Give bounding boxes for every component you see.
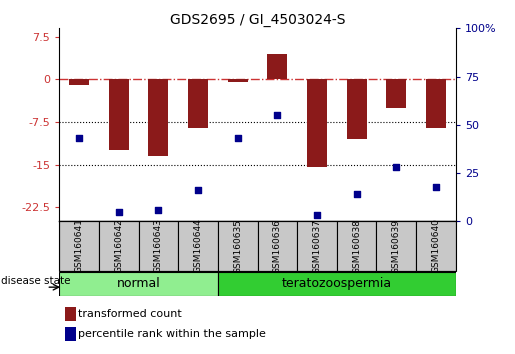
Bar <box>139 221 178 271</box>
Text: GSM160643: GSM160643 <box>154 218 163 274</box>
Bar <box>69 79 89 85</box>
Text: normal: normal <box>117 277 160 290</box>
Text: GSM160640: GSM160640 <box>432 218 440 274</box>
Text: GSM160639: GSM160639 <box>392 218 401 274</box>
Point <box>313 213 321 218</box>
Text: GSM160644: GSM160644 <box>194 219 202 273</box>
Point <box>194 188 202 193</box>
Bar <box>218 221 258 271</box>
Bar <box>59 221 99 271</box>
Text: percentile rank within the sample: percentile rank within the sample <box>78 329 266 339</box>
Point <box>352 192 360 197</box>
Bar <box>297 221 337 271</box>
Text: disease state: disease state <box>1 276 71 286</box>
Point <box>75 136 83 141</box>
Bar <box>228 79 248 82</box>
Text: teratozoospermia: teratozoospermia <box>282 277 392 290</box>
Bar <box>65 307 76 320</box>
Text: GSM160638: GSM160638 <box>352 218 361 274</box>
Bar <box>267 54 287 79</box>
Bar <box>347 79 367 139</box>
Bar <box>416 221 456 271</box>
Bar <box>426 79 446 128</box>
Bar <box>148 79 168 156</box>
Point <box>432 184 440 189</box>
Point <box>114 209 123 215</box>
Bar <box>99 221 139 271</box>
Title: GDS2695 / GI_4503024-S: GDS2695 / GI_4503024-S <box>170 13 345 27</box>
Bar <box>178 221 218 271</box>
Text: GSM160642: GSM160642 <box>114 219 123 273</box>
Bar <box>59 272 218 296</box>
Bar <box>109 79 129 150</box>
Bar <box>218 272 456 296</box>
Point <box>392 164 401 170</box>
Bar <box>376 221 416 271</box>
Text: transformed count: transformed count <box>78 309 182 319</box>
Bar <box>188 79 208 128</box>
Bar <box>258 221 297 271</box>
Text: GSM160636: GSM160636 <box>273 218 282 274</box>
Text: GSM160637: GSM160637 <box>313 218 321 274</box>
Text: GSM160641: GSM160641 <box>75 218 83 274</box>
Point <box>273 112 281 118</box>
Bar <box>386 79 406 108</box>
Point <box>154 207 163 212</box>
Point <box>234 136 242 141</box>
Bar <box>337 221 376 271</box>
Bar <box>65 327 76 341</box>
Bar <box>307 79 327 167</box>
Text: GSM160635: GSM160635 <box>233 218 242 274</box>
